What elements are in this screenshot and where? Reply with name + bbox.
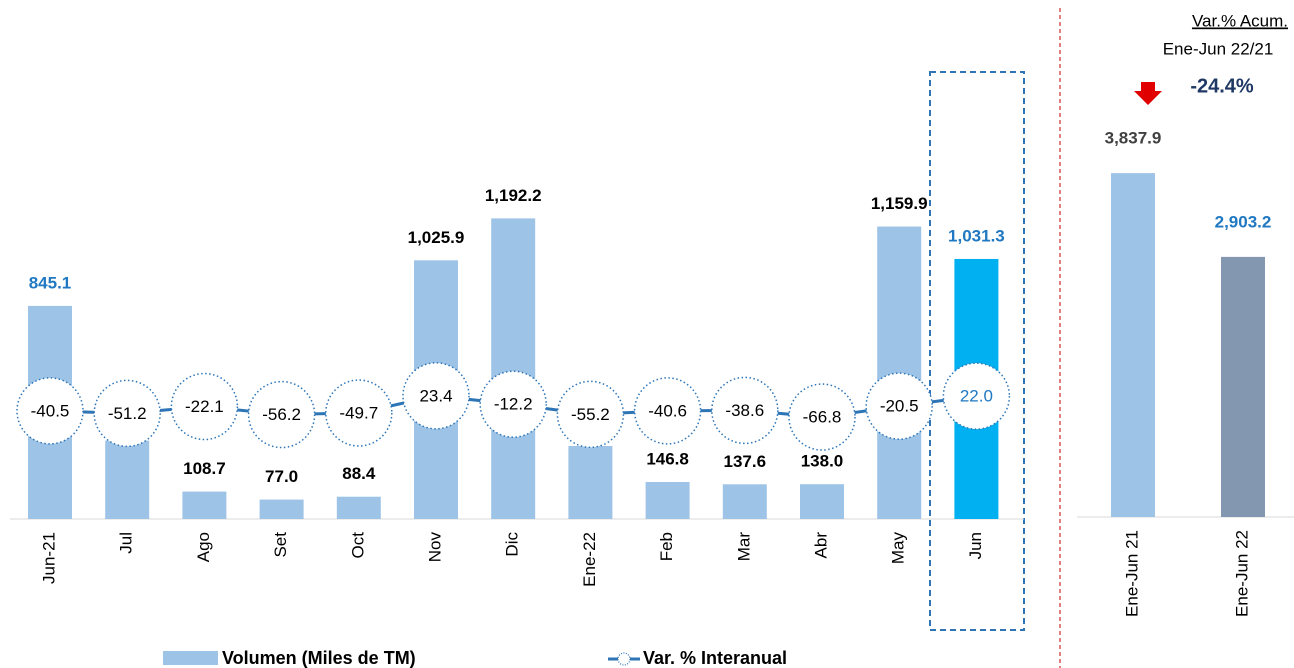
x-tick-label: Feb: [657, 532, 676, 561]
bar-value-label: 88.4: [342, 464, 376, 483]
bar-value-label: 3,837.9: [1105, 129, 1162, 148]
bar: [722, 484, 767, 519]
bar: [105, 440, 150, 519]
line-marker: [170, 372, 239, 441]
line-value-label: 23.4: [419, 386, 452, 405]
x-tick-label: Nov: [425, 532, 444, 563]
legend-swatch: [163, 651, 218, 665]
line-marker: [711, 376, 779, 445]
x-tick-label: Jun-21: [39, 532, 58, 584]
bar: [259, 499, 304, 519]
change-label: -24.4%: [1190, 75, 1254, 97]
bar: [1221, 256, 1265, 517]
bar-value-label: 1,159.9: [871, 194, 928, 213]
bar: [568, 446, 613, 519]
legend-label: Var. % Interanual: [643, 648, 787, 668]
x-tick-label: Set: [271, 532, 290, 558]
line-marker: [942, 362, 1011, 430]
annotation-title: Var.% Acum.: [1192, 11, 1288, 30]
line-marker: [325, 379, 393, 447]
x-tick-label: Ene-Jun 22: [1232, 530, 1251, 617]
bar-value-label: 1,192.2: [485, 186, 542, 205]
line-value-label: -40.6: [648, 401, 687, 420]
line-value-label: -38.6: [725, 401, 764, 420]
bar: [491, 218, 536, 520]
line-value-label: -20.5: [880, 397, 919, 416]
line-value-label: -40.5: [31, 401, 70, 420]
line-marker: [247, 380, 316, 449]
line-value-label: -51.2: [108, 404, 147, 423]
bar: [645, 481, 690, 519]
line-marker: [16, 377, 84, 445]
annotation-subtitle: Ene-Jun 22/21: [1163, 39, 1274, 58]
line-marker: [402, 362, 470, 430]
line-value-label: -56.2: [262, 405, 301, 424]
x-tick-label: Dic: [503, 532, 522, 557]
bar: [336, 496, 381, 519]
bar: [182, 491, 227, 519]
x-tick-label: May: [889, 532, 908, 565]
x-tick-label: Mar: [734, 532, 753, 562]
bar-value-label: 108.7: [183, 459, 226, 478]
line-marker: [479, 370, 547, 438]
x-tick-label: Jun: [966, 532, 985, 559]
bar-value-label: 2,903.2: [1215, 212, 1272, 231]
line-marker: [788, 383, 856, 451]
x-tick-label: Jul: [117, 532, 136, 554]
highlight-box: [929, 71, 1025, 631]
line-value-label: -55.2: [571, 405, 610, 424]
bar: [1111, 173, 1155, 518]
x-tick-label: Ene-Jun 21: [1122, 530, 1141, 617]
x-tick-label: Ago: [194, 532, 213, 562]
x-tick-label: Ene-22: [580, 532, 599, 587]
line-value-label: -22.1: [185, 397, 224, 416]
line-marker: [93, 379, 161, 448]
bar-value-label: 146.8: [646, 449, 689, 468]
legend-marker: [617, 652, 631, 666]
x-tick-label: Oct: [348, 532, 367, 559]
line-value-label: 22.0: [960, 387, 993, 406]
bar-value-label: 138.0: [801, 452, 844, 471]
bar-value-label: 77.0: [265, 467, 298, 486]
line-value-label: -12.2: [494, 395, 533, 414]
x-tick-label: Abr: [811, 532, 830, 559]
line-value-label: -49.7: [339, 404, 378, 423]
bar-value-label: 1,025.9: [408, 228, 465, 247]
legend-label: Volumen (Miles de TM): [222, 648, 416, 668]
bar: [877, 226, 922, 520]
line-marker: [556, 380, 625, 449]
bar-value-label: 137.6: [724, 452, 767, 471]
line-marker: [633, 377, 702, 445]
bar-value-label: 1,031.3: [948, 226, 1005, 245]
line-marker: [865, 372, 933, 440]
bar-value-label: 845.1: [29, 273, 72, 292]
line-value-label: -66.8: [803, 408, 842, 427]
change-arrow: [1134, 82, 1162, 105]
bar: [800, 484, 844, 519]
